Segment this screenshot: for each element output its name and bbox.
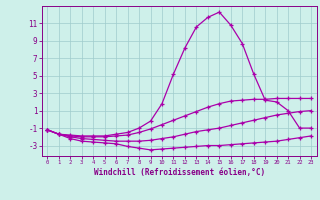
X-axis label: Windchill (Refroidissement éolien,°C): Windchill (Refroidissement éolien,°C)	[94, 168, 265, 177]
